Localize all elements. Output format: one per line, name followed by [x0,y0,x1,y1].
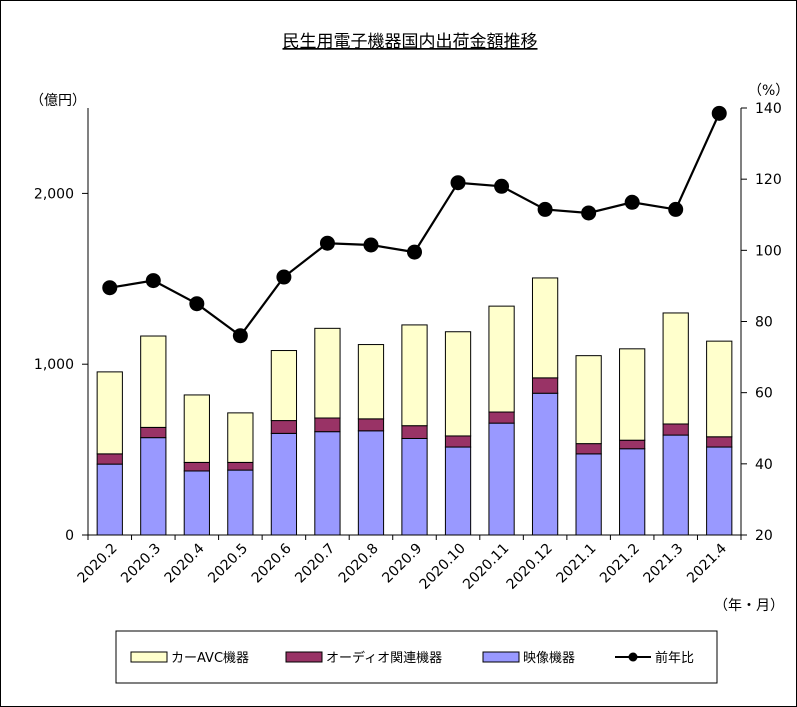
bar-segment [662,312,689,425]
right-tick-label: 80 [755,315,773,331]
legend-label: 前年比 [655,650,694,666]
right-tick-label: 120 [755,172,782,188]
right-tick-label: 140 [755,101,782,117]
left-tick-label: 0 [65,528,74,544]
bar-segment [96,371,123,455]
yoy-point [581,205,597,221]
x-tick-label: 2020.10 [417,541,469,593]
x-tick-label: 2020.12 [504,541,556,593]
yoy-point [145,273,161,289]
yoy-point [624,194,640,210]
bar-segment [706,446,733,536]
x-tick-label: 2020.5 [205,541,251,587]
left-axis-unit: （億円） [30,93,86,109]
bar-segment [227,461,254,471]
x-tick-label: 2021.1 [553,541,599,587]
bar-segment [531,377,559,394]
right-tick-label: 100 [755,243,782,259]
x-tick-label: 2021.4 [684,540,730,586]
bar-segment [444,435,472,448]
x-tick-label: 2020.3 [118,541,164,587]
bar-segment [270,432,298,536]
yoy-point [450,175,466,191]
legend-label: カーAVC機器 [171,651,249,666]
x-tick-label: 2021.3 [641,541,687,587]
bar-segment [140,426,167,439]
bar-segment [706,436,733,448]
right-tick-label: 20 [755,528,773,544]
chart-title: 民生用電子機器国内出荷金額推移 [283,32,538,52]
bar-segment [357,430,385,536]
yoy-point [668,201,684,217]
bar-segment [227,412,254,463]
plot-area: 0 1,000 2,000 20 40 60 80 100 120 140 2020.22020.3… [34,101,782,593]
bar-segment [488,305,515,413]
bar-segment [488,422,515,536]
legend-swatch [285,651,323,663]
yoy-point [407,244,422,260]
bar-segment [357,344,385,420]
left-tick-label: 2,000 [34,186,74,202]
left-tick-label: 1,000 [34,357,74,373]
yoy-point [189,296,205,312]
x-tick-label: 2020.11 [460,541,512,593]
yoy-point [537,201,553,217]
bar-segment [619,448,646,536]
bar-segment [662,423,689,436]
right-tick-label: 60 [755,386,773,402]
x-tick-label: 2020.2 [75,541,121,587]
bar-segment [531,277,559,379]
yoy-point [711,105,727,121]
bar-segment [227,469,254,536]
yoy-point [276,269,292,285]
bar-segment [575,355,602,445]
yoy-point [319,235,335,251]
bar-segment [183,394,210,463]
bar-segment [575,453,602,536]
bar-segment [183,461,210,472]
legend: カーAVC機器 オーディオ関連機器 映像機器 前年比 [115,630,718,684]
bar-segment [488,411,515,424]
bar-segment [96,453,123,465]
legend-label: 映像機器 [523,651,575,666]
x-tick-label: 2020.8 [336,541,382,587]
bar-segment [357,418,385,432]
bar-segment [706,340,733,438]
bar-segment [619,348,646,441]
bar-segment [183,470,210,536]
bar-segment [575,443,602,455]
bar-segment [270,420,298,434]
legend-marker [628,652,638,662]
bar-segment [96,463,123,536]
bar-segment [140,437,167,536]
bar-segment [531,392,559,536]
bar-segment [401,437,428,536]
yoy-point [494,178,510,194]
bar-segment [140,335,167,428]
bar-segment [270,350,298,422]
x-tick-label: 2020.4 [162,540,208,586]
bar-segment [662,434,689,536]
right-axis-unit: （%） [748,83,789,99]
bar-segment [314,327,341,419]
yoy-point [232,328,248,344]
legend-swatch [482,651,520,663]
legend-label: オーディオ関連機器 [326,650,442,666]
bar-segment [314,431,341,536]
yoy-point [363,237,379,253]
legend-swatch [130,651,168,663]
bar-segment [314,417,341,433]
x-tick-label: 2021.2 [597,541,643,587]
bar-segment [619,439,646,450]
bar-segment [401,425,428,439]
x-axis-unit: （年・月） [714,598,784,614]
bar-segment [444,331,472,437]
right-tick-label: 40 [755,457,773,473]
bar-segment [444,446,472,536]
x-tick-label: 2020.6 [249,540,295,586]
yoy-point [102,280,118,296]
x-tick-label: 2020.7 [292,541,338,587]
bar-segment [401,324,428,427]
